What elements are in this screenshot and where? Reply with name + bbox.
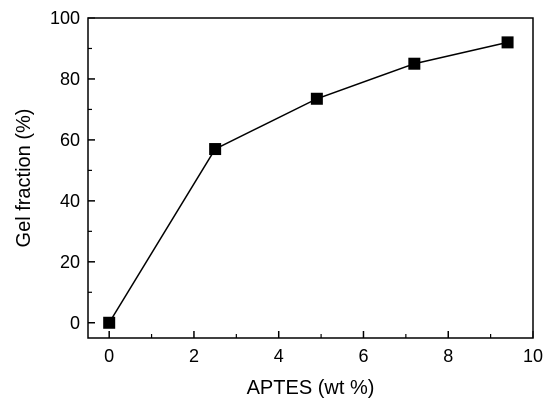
y-tick-label: 80 (60, 69, 80, 89)
y-tick-label: 100 (50, 8, 80, 28)
data-point (103, 316, 116, 329)
x-tick-label: 2 (189, 346, 199, 366)
y-tick-label: 60 (60, 130, 80, 150)
data-point (209, 143, 222, 156)
y-axis-title: Gel fraction (%) (13, 109, 35, 248)
x-tick-label: 4 (274, 346, 284, 366)
x-tick-label: 10 (523, 346, 543, 366)
series-line (108, 41, 508, 324)
x-tick-label: 0 (104, 346, 114, 366)
y-axis: 0 20 40 60 80 100 (50, 8, 95, 333)
data-point (310, 92, 323, 105)
y-tick-label: 20 (60, 252, 80, 272)
plot-area-frame (87, 17, 534, 339)
y-tick-label: 40 (60, 191, 80, 211)
x-tick-label: 8 (443, 346, 453, 366)
y-tick-label: 0 (70, 313, 80, 333)
x-axis: 0 2 4 6 8 10 (104, 331, 543, 366)
x-tick-label: 6 (358, 346, 368, 366)
data-point (501, 36, 514, 49)
data-point (408, 57, 421, 70)
series-layer (103, 36, 514, 329)
x-axis-title: APTES (wt %) (247, 377, 375, 399)
